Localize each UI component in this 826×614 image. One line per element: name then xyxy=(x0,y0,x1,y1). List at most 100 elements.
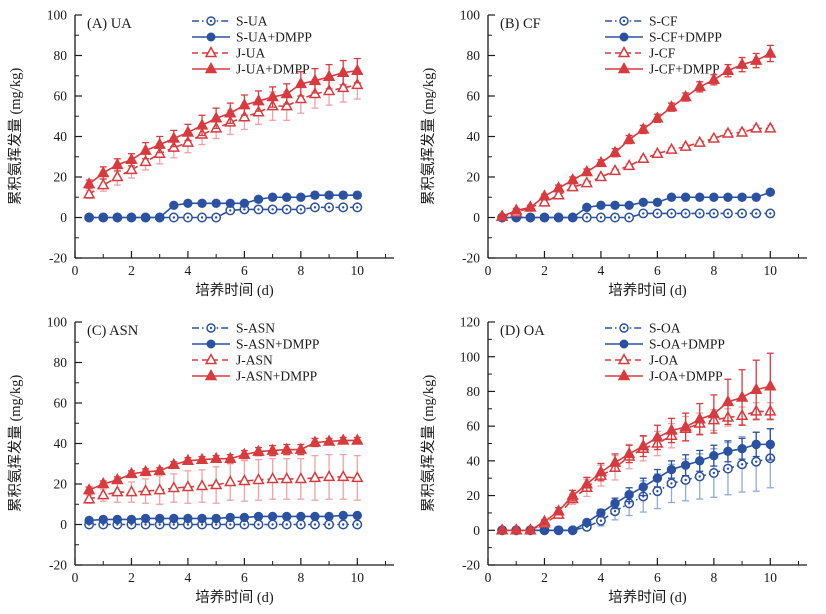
legend-label: J-UA xyxy=(236,46,265,61)
x-tick-label: 10 xyxy=(764,570,778,585)
data-point xyxy=(209,478,223,490)
data-point xyxy=(209,111,223,123)
data-point xyxy=(183,198,193,209)
series-line xyxy=(88,439,358,491)
data-point xyxy=(167,131,180,143)
data-point xyxy=(608,163,622,176)
data-point-dot xyxy=(214,523,218,526)
data-point xyxy=(566,173,579,185)
legend-label: J-CF xyxy=(649,46,676,61)
data-point xyxy=(351,470,364,483)
data-point-dot xyxy=(712,471,716,475)
data-point xyxy=(169,200,179,211)
data-point xyxy=(338,190,348,200)
data-point xyxy=(582,202,592,213)
data-point xyxy=(619,339,629,349)
data-point xyxy=(567,212,578,223)
data-point-dot xyxy=(285,208,288,211)
legend-label: J-ASN xyxy=(236,353,273,368)
y-axis-label: 累积氨挥发量 (mg/kg) xyxy=(420,375,437,513)
data-point xyxy=(195,452,209,464)
data-point-dot xyxy=(186,523,190,526)
data-point xyxy=(195,118,209,130)
data-point xyxy=(183,513,193,524)
data-point xyxy=(693,135,706,147)
data-point-dot xyxy=(172,523,176,526)
y-tick-label: 100 xyxy=(460,349,481,364)
data-point xyxy=(239,198,250,209)
data-point xyxy=(680,460,691,470)
data-point-dot xyxy=(341,523,345,526)
data-point xyxy=(169,513,179,524)
legend-label: S-ASN xyxy=(236,321,275,336)
data-point xyxy=(617,369,631,381)
data-point xyxy=(125,466,138,479)
y-axis-label: 累积氨挥发量 (mg/kg) xyxy=(7,68,24,206)
data-point-dot xyxy=(257,208,260,211)
legend-label: J-OA xyxy=(649,353,678,368)
data-point xyxy=(338,510,348,521)
data-point xyxy=(707,72,721,85)
series-S-OA xyxy=(497,428,776,536)
y-tick-label: 20 xyxy=(54,477,68,492)
x-tick-label: 8 xyxy=(710,570,717,585)
axes: -20 0 20 40 60 80 100 0 2 4 6 8 10 xyxy=(460,8,807,278)
data-point xyxy=(707,131,721,143)
data-point xyxy=(735,57,749,69)
data-point-dot xyxy=(144,523,147,526)
y-tick-label: 100 xyxy=(47,315,68,330)
data-point xyxy=(98,212,108,223)
data-point xyxy=(181,125,195,137)
data-point-dot xyxy=(271,208,274,211)
data-point xyxy=(637,439,650,451)
y-tick-label: 0 xyxy=(473,210,480,225)
data-point xyxy=(750,53,763,65)
x-tick-label: 6 xyxy=(654,263,661,278)
data-point-dot xyxy=(200,216,204,219)
data-point xyxy=(750,121,763,133)
data-point-dot xyxy=(613,216,617,219)
x-tick-label: 4 xyxy=(185,263,192,278)
series-S-CF xyxy=(497,208,776,223)
x-tick-label: 0 xyxy=(485,570,492,585)
data-point xyxy=(322,83,336,96)
axes: -20 0 20 40 60 80 100 120 0 2 4 6 8 10 xyxy=(460,315,807,585)
data-point xyxy=(125,162,138,175)
data-point xyxy=(294,76,308,89)
data-point xyxy=(211,513,221,524)
series-S-CF+DMPP xyxy=(497,187,776,223)
axes: -20 0 20 40 60 80 100 0 2 4 6 8 10 xyxy=(47,8,394,278)
data-point xyxy=(225,198,235,209)
data-point xyxy=(322,469,336,482)
data-point-dot xyxy=(712,212,716,215)
legend-label: J-UA+DMPP xyxy=(236,62,310,77)
data-point-dot xyxy=(670,212,673,215)
data-point xyxy=(594,465,608,477)
data-point xyxy=(580,477,593,489)
data-point xyxy=(294,92,308,104)
data-point xyxy=(351,433,364,445)
data-point-dot xyxy=(622,326,626,330)
x-tick-label: 10 xyxy=(351,570,365,585)
x-tick-label: 6 xyxy=(654,570,661,585)
data-point xyxy=(225,512,235,523)
data-point xyxy=(723,446,733,457)
x-tick-label: 10 xyxy=(764,263,778,278)
data-point xyxy=(209,451,223,463)
data-point xyxy=(195,479,209,491)
data-point xyxy=(553,525,564,535)
data-point xyxy=(308,470,322,483)
data-point-dot xyxy=(769,212,772,215)
data-point xyxy=(524,523,537,535)
data-point xyxy=(267,511,278,522)
data-point xyxy=(680,192,691,202)
panel-d-oa: -20 0 20 40 60 80 100 120 0 2 4 6 8 10 培养时间 (d) 累积氨挥发量 … xyxy=(413,307,826,614)
data-point xyxy=(139,464,152,477)
series-J-ASN+DMPP xyxy=(82,433,364,495)
data-point xyxy=(324,511,334,522)
legend-label: S-OA xyxy=(649,321,681,336)
y-tick-label: 40 xyxy=(467,453,481,468)
y-tick-label: 100 xyxy=(460,8,481,23)
data-point xyxy=(308,73,322,86)
